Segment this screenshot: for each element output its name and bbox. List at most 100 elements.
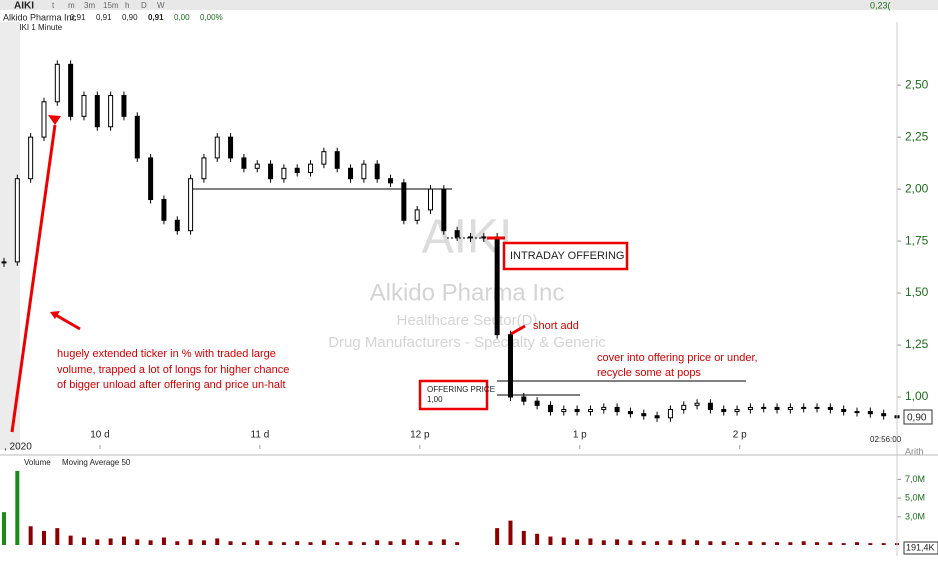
x-tick-label: 12 p [410,430,430,441]
short-add: short add [533,320,579,332]
candle-body [161,198,167,221]
arrow-head [48,115,61,125]
volume-bar [215,538,220,545]
toolbar-symbol: AIKI [14,1,34,12]
volume-bar [121,536,126,545]
candle-body [241,157,247,169]
volume-bar [348,541,353,545]
candle-body [587,408,593,413]
arrow [510,324,526,336]
y-tick-label: 1,50 [905,285,929,299]
toolbar-value: 0,23( [870,0,891,10]
volume-bar [735,542,740,545]
volume-bar [308,542,313,545]
interval-button[interactable]: D [141,1,147,10]
candle-body [281,167,287,180]
quote-value: 0,91 [148,13,164,22]
candle-body [654,415,660,419]
interval-button[interactable]: W [157,1,165,10]
candle-body [254,163,260,169]
volume-bar [68,535,73,545]
candle-body [374,163,380,180]
candle-body [454,230,460,238]
volume-bar [335,542,340,545]
quote-value: 0,91 [96,13,112,22]
candle-body [734,408,740,413]
volume-bar [788,542,793,545]
volume-bar [41,530,46,545]
last-volume-box [903,541,938,555]
cover-note: recycle some at pops [597,367,701,379]
volume-bar [321,540,326,545]
volume-bar [575,539,580,545]
candle-body [441,188,447,232]
offering-box [502,241,629,271]
volume-bar [695,540,700,545]
volume-bar [228,541,233,545]
volume-bar [255,540,260,545]
toolbar [0,0,938,10]
candle-body [747,406,753,410]
candle-body [494,236,500,336]
volume-bar [415,540,420,545]
volume-bar [668,540,673,545]
candle-body [814,406,820,409]
interval-button[interactable]: 15m [103,1,119,10]
header-name: Alkido Pharma Inc [3,12,77,22]
candle-body [507,334,513,398]
volume-bar [175,541,180,545]
candle-body [801,406,807,409]
interval-button[interactable]: 3m [84,1,95,10]
candle-body [361,163,367,180]
candle-body [428,188,434,211]
volume-bar [148,540,153,545]
candle-body [334,151,340,169]
volume-bar [655,541,660,545]
scale-label: Arith [905,446,924,456]
volume-bar [455,542,460,545]
interval-button[interactable]: t [52,1,55,10]
volume-bar [1,512,6,545]
volume-bar [628,540,633,545]
x-tick-label: 11 d [251,430,270,441]
candle-body [1,261,7,264]
candle-body [521,396,527,402]
volume-label: Volume [24,458,51,467]
candle-body [321,151,327,165]
note-line: of bigger unload after offering and pric… [57,379,286,391]
volume-bar [135,539,140,545]
candle-body [627,411,633,415]
volume-bar [828,542,833,545]
candle-body [228,136,234,159]
candle-body [721,408,727,413]
wm-name: Alkido Pharma Inc [370,279,565,306]
candle-body [787,406,793,410]
note-line: volume, trapped a lot of longs for highe… [57,364,289,376]
volume-bar [81,537,86,545]
candle-body [108,95,114,128]
candle-body [854,411,860,414]
candle-body [681,404,687,410]
arrow [10,124,57,433]
x-tick-label: 10 d [90,430,109,441]
candle-body [68,63,74,117]
quote-value: 0,90 [122,13,138,22]
volume-bar [295,541,300,545]
volume-bar [361,542,366,545]
interval-button[interactable]: m [68,1,75,10]
volume-bar [601,540,606,545]
price-label: 1,00 [427,395,443,404]
candle-body [121,95,127,117]
y-tick-label: 1,75 [905,233,929,247]
volume-bar [588,538,593,545]
volume-bar [201,540,206,545]
last-volume: 191,4K [906,542,935,552]
interval-button[interactable]: h [125,1,129,10]
candle-body [174,219,180,232]
candle-body [94,95,100,128]
volume-bar [508,520,513,545]
y-tick-label: 7,0M [905,474,925,484]
wm-sector: Healthcare Sector(D) [397,312,538,329]
